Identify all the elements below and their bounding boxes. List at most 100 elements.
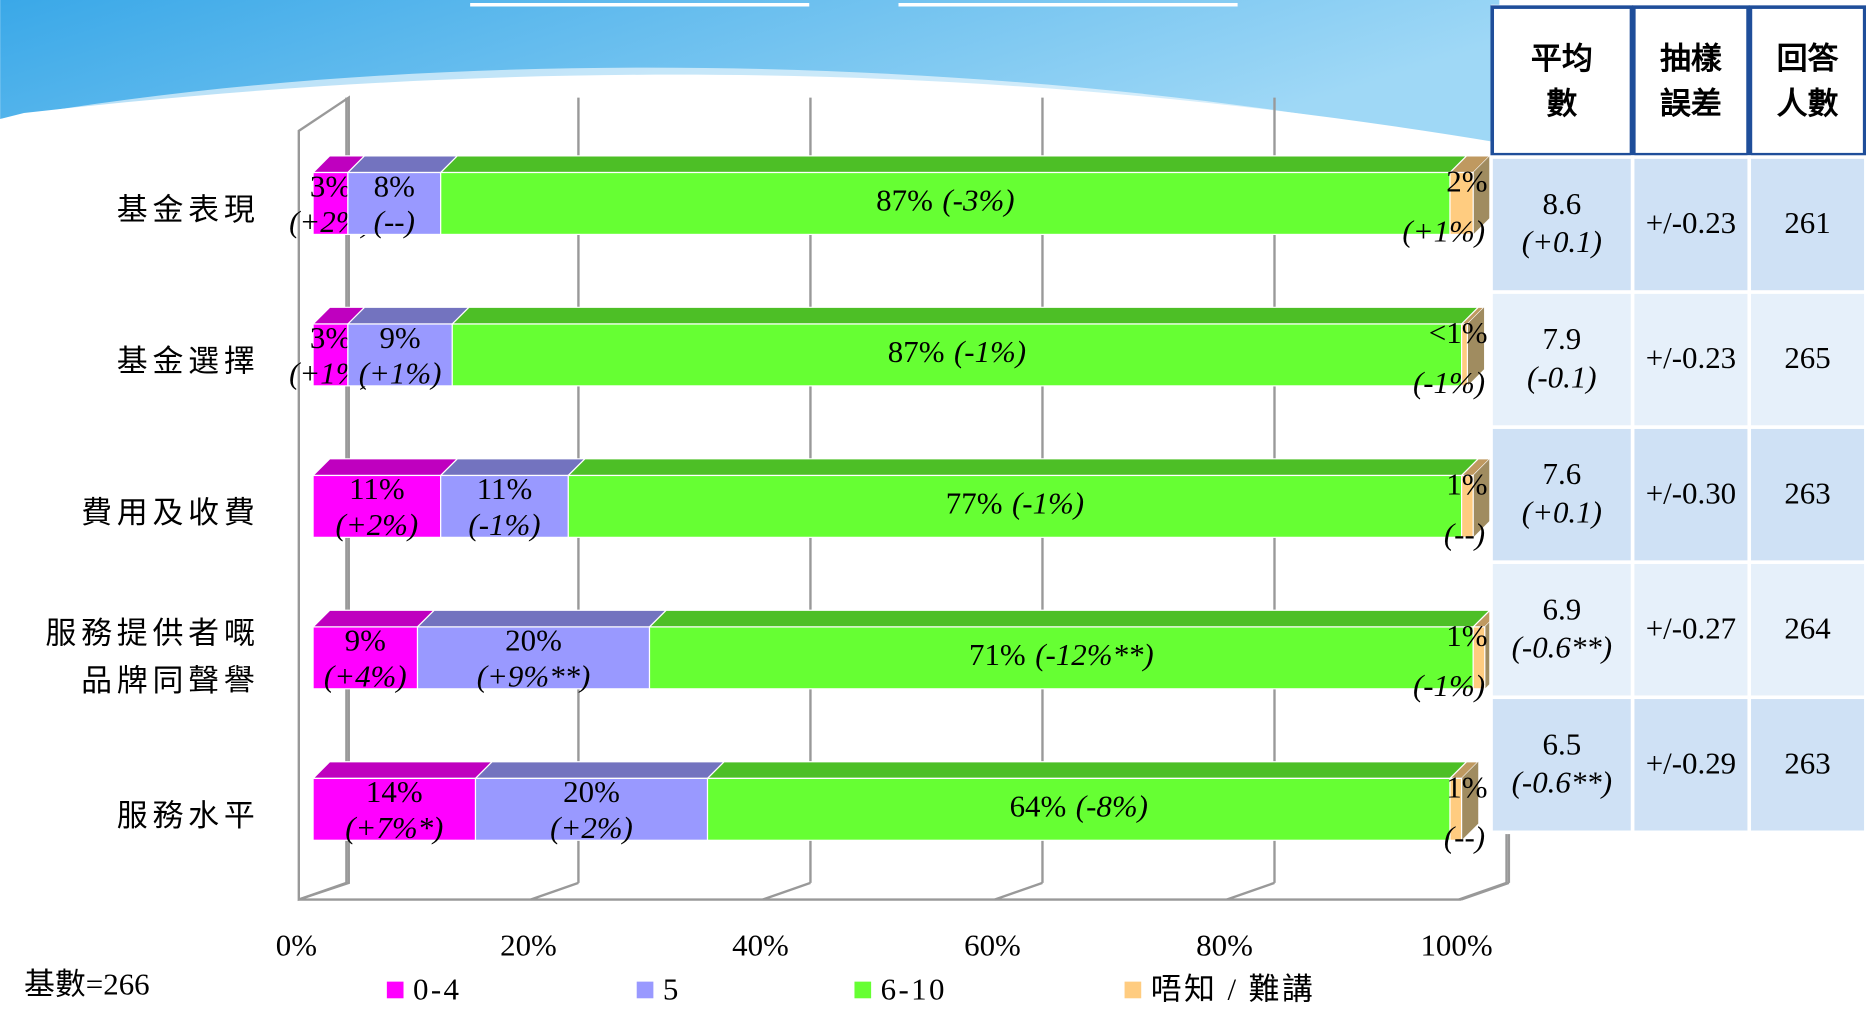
cell-text: +/-0.29 [1646,745,1736,780]
bar [1449,777,1463,841]
header-cell [1748,5,1866,157]
bar-side [1467,307,1485,386]
legend-label: 0-4 [413,971,461,1006]
value-label: 71% [969,637,1026,672]
bar [1460,474,1474,538]
data-label: 87% (-1%) [888,334,1026,369]
cell-text: 265 [1784,340,1830,375]
cell-text: 8.6 [1543,186,1582,221]
x-tick-label: 0% [276,927,317,962]
value-label: 9% [379,320,420,355]
table-cell [1630,425,1752,564]
change-label: (+2%) [336,507,419,542]
x-tick-label: 40% [732,927,789,962]
value-label: 2% [1446,164,1487,199]
change-label: (+4%) [324,658,407,693]
value-label: 3% [310,168,351,203]
value-label: 20% [505,623,562,658]
bar-side [1473,458,1490,538]
change-label: (-1%) [954,334,1026,369]
header-cell [1632,5,1750,157]
grid-floor [1226,881,1275,901]
value-label: 11% [349,471,405,506]
bar [440,171,1451,235]
cell-text: +/-0.30 [1646,475,1736,510]
cell-text: (+0.1) [1522,494,1602,529]
table-cell [1747,695,1866,835]
value-label: 87% [888,334,945,369]
bar [347,323,453,387]
legend-swatch [636,981,654,999]
header-text: 回答 [1777,41,1840,76]
bar [1460,323,1468,387]
table-cell [1630,290,1752,429]
cell-text: 261 [1784,205,1830,240]
change-label: (+1%) [359,355,442,390]
cell-text: 263 [1784,745,1830,780]
cell-text: +/-0.23 [1646,205,1736,240]
bar-side [1473,155,1490,235]
legend-label: 5 [663,971,681,1006]
bar [312,171,349,235]
bar [312,474,442,538]
change-label: (+2%) [550,810,633,845]
header-cell [1490,5,1634,157]
cell-text: 263 [1784,475,1830,510]
change-label: (-1%) [1413,365,1485,400]
cell-text: 6.9 [1543,591,1582,626]
bar [706,777,1451,841]
cell-text: 7.6 [1543,456,1582,491]
x-tick-label: 80% [1196,927,1253,962]
cell-text: (-0.6**) [1512,629,1612,664]
x-tick-label: 60% [964,927,1021,962]
cell-text: +/-0.27 [1646,610,1736,645]
bar [451,323,1463,387]
change-label: (--) [1444,516,1485,551]
table-cell [1630,155,1752,294]
cell-text: 6.5 [1543,726,1582,761]
bar [416,626,651,690]
category-label: 服務提供者嘅 [45,616,259,651]
header-swoosh [0,67,1500,167]
bar-top [648,609,1492,628]
change-label: (-1%) [1413,668,1485,703]
floor [1460,881,1510,901]
change-label: (--) [374,204,415,239]
change-label: (-8%) [1076,788,1148,823]
value-label: 3% [310,320,351,355]
bar-top [439,155,1469,174]
legend-swatch [854,981,872,999]
value-label: 1% [1446,466,1487,501]
value-label: <1% [1429,315,1488,350]
change-label: (+7%*) [345,810,443,845]
bar [1449,171,1474,235]
value-label: 9% [345,623,386,658]
change-label: (+9%**) [477,658,591,693]
data-label: 71% (-12%**) [969,637,1154,672]
legend-swatch [386,981,404,999]
header-text: 平均 [1531,41,1593,76]
bar-top [450,306,1480,325]
header-text: 抽樣 [1660,41,1723,76]
x-tick-label: 20% [500,927,557,962]
value-label: 20% [563,774,620,809]
grid-floor [994,881,1043,901]
data-label: 77% (-1%) [946,485,1084,520]
grid-floor [530,881,579,901]
value-label: 64% [1010,788,1067,823]
table-cell [1489,425,1635,564]
category-label: 基金表現 [117,192,260,227]
value-label: 87% [876,183,933,218]
table-cell [1630,560,1752,700]
bar [567,474,1463,538]
change-label: (-3%) [942,183,1014,218]
change-label: (+1%) [1402,213,1485,248]
change-label: (-12%**) [1035,637,1154,672]
legend-swatch [1124,981,1142,999]
table-cell [1747,155,1866,294]
bar-side [1461,761,1479,841]
change-label: (--) [1444,819,1485,854]
header-text: 誤差 [1660,86,1722,121]
value-label: 11% [477,471,533,506]
